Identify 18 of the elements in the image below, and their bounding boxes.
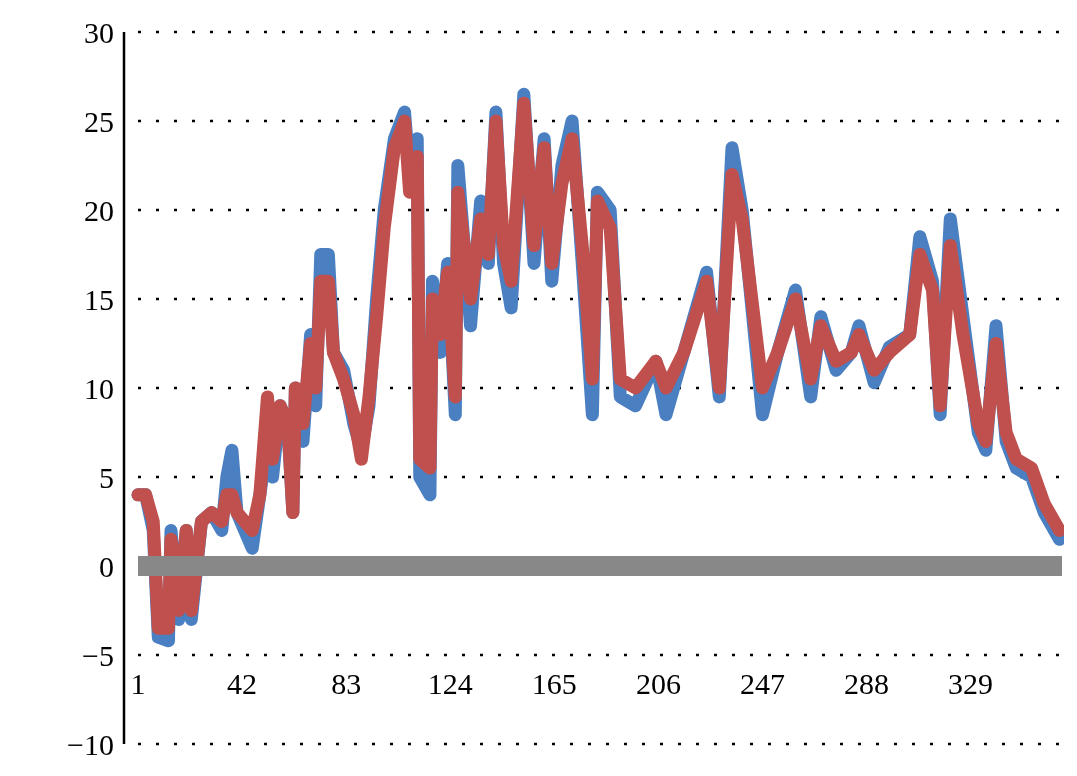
x-tick-label: 165 bbox=[531, 667, 577, 700]
x-tick-label: 83 bbox=[331, 667, 362, 700]
y-tick-label: 30 bbox=[84, 15, 114, 49]
x-tick-label: 329 bbox=[948, 667, 994, 700]
x-tick-label: 1 bbox=[130, 667, 146, 700]
y-tick-label: 5 bbox=[99, 460, 114, 494]
x-tick-label: 124 bbox=[427, 667, 473, 700]
y-tick-label: −10 bbox=[67, 727, 114, 761]
y-tick-label: 20 bbox=[84, 193, 114, 227]
y-tick-label: 0 bbox=[99, 549, 114, 583]
y-tick-label: 15 bbox=[84, 282, 114, 316]
y-tick-label: 10 bbox=[84, 371, 114, 405]
x-tick-label: 247 bbox=[739, 667, 785, 700]
y-tick-label: −5 bbox=[82, 638, 114, 672]
x-tick-label: 206 bbox=[635, 667, 681, 700]
x-tick-label: 288 bbox=[844, 667, 890, 700]
y-tick-label: 25 bbox=[84, 104, 114, 138]
x-tick-label: 42 bbox=[227, 667, 258, 700]
